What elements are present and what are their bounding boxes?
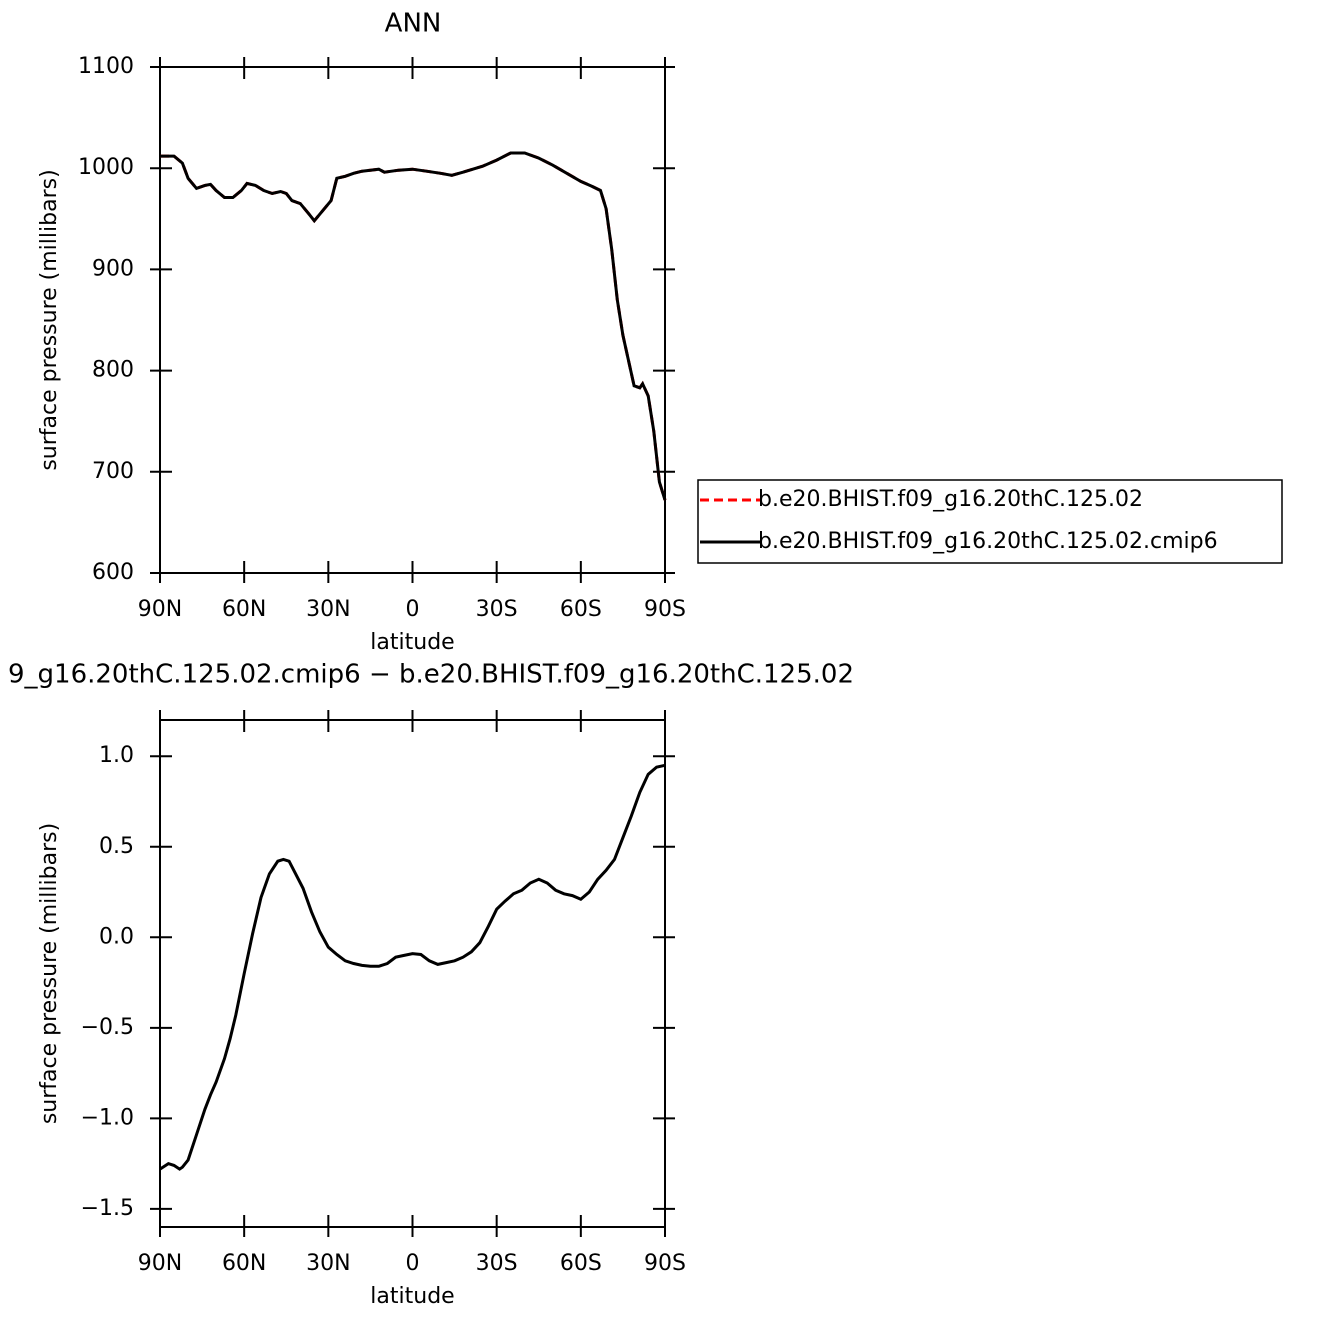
y-tick-label: 700 bbox=[92, 459, 134, 484]
x-axis-label: latitude bbox=[370, 630, 454, 655]
y-tick-label: 900 bbox=[92, 256, 134, 281]
x-tick-label: 60N bbox=[222, 1251, 266, 1276]
x-tick-label: 90S bbox=[644, 1251, 686, 1276]
y-axis-label: surface pressure (millibars) bbox=[37, 169, 62, 470]
legend-box bbox=[697, 479, 1283, 564]
x-tick-label: 90S bbox=[644, 597, 686, 622]
plot-frame bbox=[159, 719, 666, 1228]
y-tick-label: 1100 bbox=[78, 54, 134, 79]
y-tick-label: 600 bbox=[92, 560, 134, 585]
y-tick-label: 0.0 bbox=[99, 924, 134, 949]
legend-label: b.e20.BHIST.f09_g16.20thC.125.02 bbox=[758, 487, 1143, 512]
x-tick-label: 30S bbox=[476, 597, 518, 622]
legend-label: b.e20.BHIST.f09_g16.20thC.125.02.cmip6 bbox=[758, 529, 1218, 554]
x-tick-label: 60S bbox=[560, 597, 602, 622]
series-line bbox=[160, 151, 667, 501]
y-tick-label: 800 bbox=[92, 358, 134, 383]
x-tick-label: 90N bbox=[138, 597, 182, 622]
x-tick-label: 0 bbox=[406, 1251, 420, 1276]
x-tick-label: 60S bbox=[560, 1251, 602, 1276]
x-tick-label: 90N bbox=[138, 1251, 182, 1276]
series-line bbox=[159, 763, 666, 1171]
x-tick-label: 0 bbox=[406, 597, 420, 622]
y-tick-label: −1.0 bbox=[81, 1105, 134, 1130]
y-tick-label: 1000 bbox=[78, 155, 134, 180]
plot-frame bbox=[159, 66, 666, 574]
series-line bbox=[160, 151, 667, 501]
y-tick-label: −0.5 bbox=[81, 1015, 134, 1040]
y-tick-label: −1.5 bbox=[81, 1196, 134, 1221]
chart-title: ANN bbox=[385, 9, 442, 39]
x-tick-label: 30N bbox=[306, 597, 350, 622]
x-tick-label: 30N bbox=[306, 1251, 350, 1276]
x-tick-label: 60N bbox=[222, 597, 266, 622]
x-axis-label: latitude bbox=[370, 1284, 454, 1309]
x-tick-label: 30S bbox=[476, 1251, 518, 1276]
chart-title: 9_g16.20thC.125.02.cmip6 − b.e20.BHIST.f… bbox=[8, 660, 854, 690]
y-tick-label: 0.5 bbox=[99, 834, 134, 859]
y-axis-label: surface pressure (millibars) bbox=[37, 823, 62, 1124]
y-tick-label: 1.0 bbox=[99, 743, 134, 768]
